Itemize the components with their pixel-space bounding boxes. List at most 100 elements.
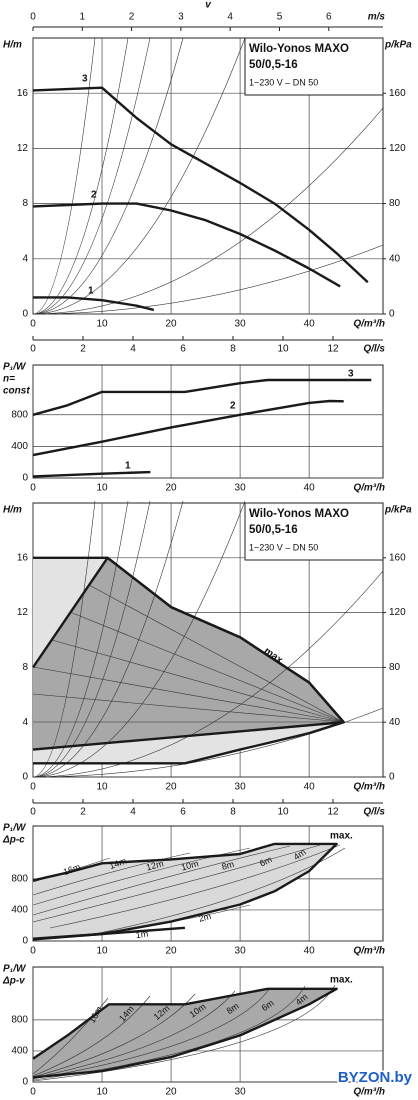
x2-axis-unit: m/s xyxy=(368,12,386,23)
contour xyxy=(32,987,271,1080)
y-axis-label: Δp-v xyxy=(2,976,26,987)
y-axis-label: Δp-c xyxy=(2,835,25,846)
contour xyxy=(32,995,151,1077)
curve xyxy=(32,842,338,941)
y-tick-label: 8 xyxy=(22,662,28,673)
x-tick-label: 0 xyxy=(30,483,36,494)
contour-label: 12m xyxy=(145,858,165,872)
y2-tick-label: 80 xyxy=(389,662,401,673)
x3-tick-label: 6 xyxy=(180,807,186,818)
y2-tick-label: 40 xyxy=(389,253,401,264)
x-axis-label: Q/m³/h xyxy=(353,483,385,494)
y-axis-label: H/m xyxy=(3,40,22,51)
contour xyxy=(49,844,341,929)
x-axis-label: Q/m³/h xyxy=(353,319,385,330)
chart-title: Wilo-Yonos MAXO xyxy=(249,43,349,55)
x-tick-label: 10 xyxy=(96,946,108,957)
y-tick-label: 0 xyxy=(22,309,28,320)
x-tick-label: 40 xyxy=(304,319,316,330)
x-tick-label: 10 xyxy=(96,319,108,330)
x3-tick-label: 2 xyxy=(80,344,86,355)
area xyxy=(33,988,337,1078)
curve-label: 3 xyxy=(82,74,88,85)
x2-tick-label: 6 xyxy=(326,12,332,23)
fill-layer xyxy=(33,557,344,1078)
x3-axis-label: Q/l/s xyxy=(363,344,385,355)
curve xyxy=(32,399,344,457)
contour-label: 10m xyxy=(180,858,200,872)
system-curve xyxy=(32,500,151,778)
x3-tick-label: 10 xyxy=(277,807,289,818)
control-line xyxy=(69,611,344,723)
control-line xyxy=(32,693,344,723)
x-tick-label: 30 xyxy=(235,946,247,957)
y-tick-label: 0 xyxy=(22,1077,28,1088)
y2-tick-label: 160 xyxy=(389,552,406,563)
x-tick-label: 20 xyxy=(166,946,178,957)
title-box xyxy=(244,502,384,561)
x-tick-label: 0 xyxy=(30,1087,36,1098)
stroke-layer xyxy=(32,86,372,1079)
y-axis-label: n= xyxy=(3,374,15,385)
x-tick-label: 10 xyxy=(96,782,108,793)
curve-label: 2 xyxy=(230,401,236,412)
x3-tick-label: 8 xyxy=(230,807,236,818)
y-axis-label: P₁/W xyxy=(3,362,27,373)
y2-tick-label: 40 xyxy=(389,717,401,728)
curve xyxy=(32,926,185,940)
x3-tick-label: 10 xyxy=(277,344,289,355)
y-tick-label: 400 xyxy=(11,441,28,452)
contour xyxy=(32,847,251,906)
curve-label: 1 xyxy=(88,286,94,297)
x2-axis-label: v xyxy=(205,0,212,11)
x3-tick-label: 0 xyxy=(30,807,36,818)
y2-tick-label: 160 xyxy=(389,88,406,99)
x2-tick-label: 0 xyxy=(30,12,36,23)
x3-tick-label: 12 xyxy=(327,344,339,355)
y-tick-label: 16 xyxy=(17,88,29,99)
title-box xyxy=(244,37,384,96)
x-tick-label: 10 xyxy=(96,483,108,494)
system-curve xyxy=(32,37,129,315)
x2-tick-label: 1 xyxy=(80,12,86,23)
contour-label: 2m xyxy=(197,911,212,924)
y-tick-label: 4 xyxy=(22,253,28,264)
curve xyxy=(32,556,345,751)
y2-tick-label: 80 xyxy=(389,198,401,209)
chart-subtitle: 1~230 V – DN 50 xyxy=(249,542,318,552)
x-tick-label: 0 xyxy=(30,946,36,957)
system-curve xyxy=(32,500,129,778)
curve xyxy=(32,987,338,1079)
y-tick-label: 400 xyxy=(11,1046,28,1057)
y-axis-label: const xyxy=(3,386,30,397)
chart-title: 50/0,5-16 xyxy=(249,59,298,71)
x2-tick-label: 4 xyxy=(227,12,233,23)
contour-label: 1m xyxy=(135,929,149,941)
system-curve xyxy=(32,37,151,315)
contour xyxy=(32,844,321,923)
system-curve xyxy=(32,37,96,315)
y-axis-label: H/m xyxy=(3,505,22,516)
curve xyxy=(32,86,369,284)
contour-label: 8m xyxy=(220,859,235,872)
contour xyxy=(32,845,291,916)
x3-tick-label: 12 xyxy=(327,807,339,818)
x2-tick-label: 5 xyxy=(277,12,283,23)
x-tick-label: 40 xyxy=(304,483,316,494)
curve-label: 2 xyxy=(91,190,97,201)
contour xyxy=(32,990,236,1079)
curve-label: 3 xyxy=(348,369,354,380)
x-tick-label: 20 xyxy=(166,1087,178,1098)
contour xyxy=(32,993,196,1078)
y-tick-label: 16 xyxy=(17,552,29,563)
control-line xyxy=(88,584,344,723)
system-curve xyxy=(32,570,384,778)
y-tick-label: 800 xyxy=(11,409,28,420)
x-tick-label: 40 xyxy=(304,946,316,957)
y-axis-label: P₁/W xyxy=(3,964,27,975)
x2-tick-label: 2 xyxy=(129,12,135,23)
x-tick-label: 40 xyxy=(304,782,316,793)
x-tick-label: 20 xyxy=(166,782,178,793)
control-line xyxy=(32,666,344,723)
